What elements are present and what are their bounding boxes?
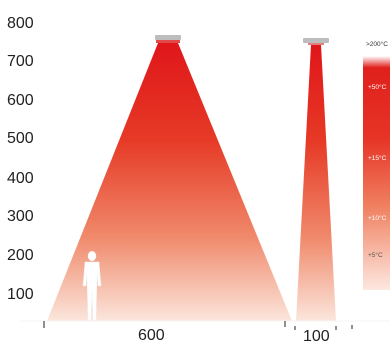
horizontal-dimension-label: 600 (138, 327, 165, 344)
vertical-axis-tick-label: 700 (7, 53, 34, 70)
ceiling-heater-icon (303, 38, 329, 45)
temperature-label: +15°C (368, 154, 387, 162)
horizontal-dimension-label: 100 (303, 328, 330, 345)
vertical-axis-tick-label: 600 (7, 92, 34, 109)
vertical-axis-tick-label: 200 (7, 247, 34, 264)
temperature-label: >200°C (366, 40, 388, 48)
temperature-label: +50°C (368, 83, 387, 91)
vertical-axis-tick-label: 300 (7, 208, 34, 225)
vertical-axis-tick-label: 100 (7, 286, 34, 303)
ceiling-heater-icon (155, 35, 181, 43)
heat-cone-large (47, 43, 292, 321)
vertical-axis-tick-label: 800 (7, 15, 34, 32)
heat-cone-small (296, 45, 336, 321)
vertical-axis-tick-label: 400 (7, 170, 34, 187)
vertical-axis-tick-label: 500 (7, 130, 34, 147)
standing-person-icon (82, 250, 102, 321)
temperature-label: +10°C (368, 214, 387, 222)
temperature-label: +5°C (368, 251, 383, 259)
horizontal-dimension-ticks (43, 321, 353, 330)
temperature-gradient-bar (363, 56, 390, 290)
